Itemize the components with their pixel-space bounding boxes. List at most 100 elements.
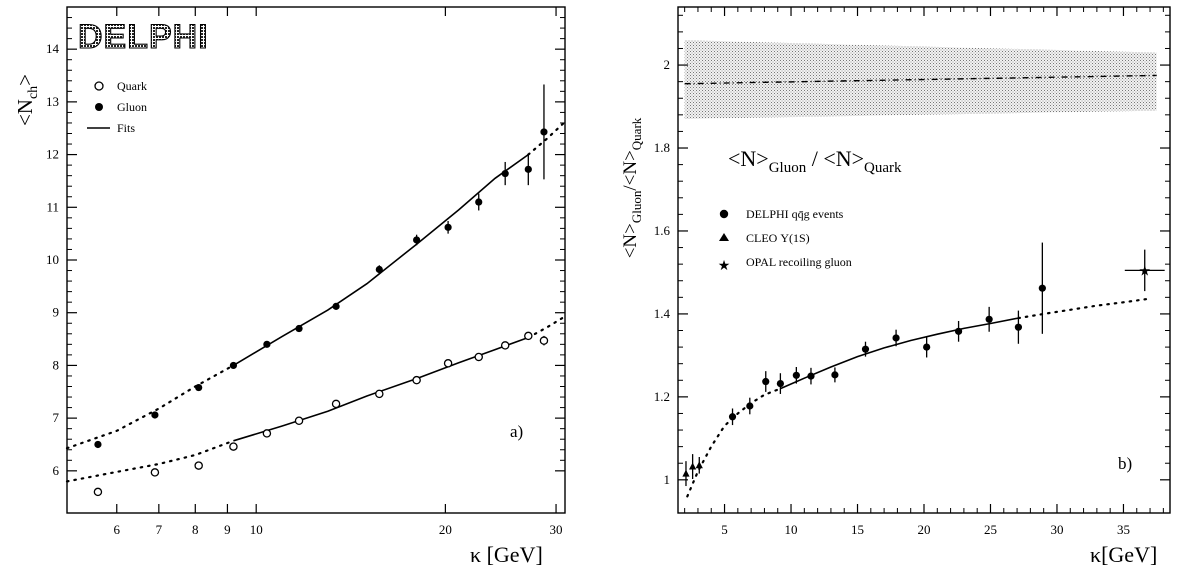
- panel-a-point-filled: [263, 340, 271, 348]
- panel-b-point-filled: [954, 327, 963, 335]
- panel-b-x-tick-label: 5: [721, 522, 728, 537]
- panel-b-point-filled: [831, 371, 839, 379]
- panel-a-point-filled: [475, 198, 483, 206]
- panel-a-point-filled: [295, 324, 303, 333]
- panel-a-x-tick-label: 10: [250, 522, 263, 537]
- panel-b-point-filled: [728, 413, 737, 421]
- panel-a-point-open: [93, 487, 103, 497]
- panel-b-x-axis-label: κ[GeV]: [1090, 542, 1157, 567]
- panel-b-band-center-line: [684, 74, 1157, 85]
- legend-cleo-label: CLEO Υ(1S): [746, 231, 810, 245]
- panel-a-y-tick-label: 10: [46, 252, 59, 267]
- panel-b-y-tick-label: 1.8: [654, 140, 670, 155]
- panel-a-point-open: [294, 416, 304, 426]
- panel-a-x-tick-label: 20: [439, 522, 452, 537]
- panel-b-point-triangle: [682, 469, 690, 477]
- legend-delphi-marker: [719, 209, 729, 219]
- panel-b-point-triangle: [695, 461, 703, 469]
- legend-cleo-marker: [719, 233, 729, 241]
- panel-a-fit-dotted-line: [527, 315, 567, 339]
- panel-a-point-open: [375, 389, 384, 399]
- legend-fits-label: Fits: [117, 121, 135, 135]
- panel-a-y-tick-label: 14: [46, 41, 60, 56]
- panel-b-point-triangle: [689, 462, 697, 470]
- panel-b-y-tick-label: 1.2: [654, 389, 670, 404]
- panel-a-point-open: [262, 429, 272, 438]
- legend-quark-label: Quark: [117, 79, 147, 93]
- panel-a-x-tick-label: 6: [114, 522, 121, 537]
- panel-b-fit-dotted-line: [1017, 297, 1152, 320]
- panel-a-x-axis-label: κ [GeV]: [470, 542, 543, 567]
- panel-b-point-star: ★: [1138, 264, 1151, 279]
- panel-a-fit-dotted-line: [65, 364, 235, 450]
- legend-quark-marker: [94, 81, 104, 91]
- panel-b-x-tick-label: 30: [1050, 522, 1063, 537]
- panel-b-point-filled: [746, 402, 754, 410]
- panel-a-chart: 6 7 8 9 10 20 30 6 7 8 9 10 11 12 13 14 DELPHI Quark Gl…: [13, 6, 567, 567]
- panel-a-fit-solid-line: [232, 153, 529, 367]
- panel-b-x-tick-label: 15: [851, 522, 864, 537]
- panel-a-point-open: [500, 341, 510, 350]
- panel-b-x-tick-label: 25: [984, 522, 997, 537]
- panel-a-point-filled: [332, 302, 340, 310]
- panel-b-fit-dotted-line: [686, 387, 782, 498]
- panel-a-y-tick-label: 8: [53, 357, 60, 372]
- panel-b-fit-solid-line: [780, 317, 1019, 390]
- panel-a-y-tick-label: 12: [46, 147, 59, 162]
- panel-b-point-filled: [1038, 284, 1046, 292]
- panel-b-point-filled: [1014, 323, 1023, 331]
- panel-a-y-tick-label: 11: [46, 199, 59, 214]
- panel-b-point-filled: [923, 343, 931, 351]
- panel-a-y-tick-label: 9: [53, 305, 60, 320]
- legend-delphi-label: DELPHI qq̄g events: [746, 207, 844, 221]
- panel-b-chart: 5 10 15 20 25 30 35 1 1.2 1.4 1.6 1.8 2 ★ <N>Gluon /…: [620, 6, 1171, 567]
- panel-b-label: b): [1118, 454, 1132, 473]
- panel-a-point-open: [539, 336, 549, 345]
- panel-a-point-filled: [229, 361, 238, 370]
- panel-a-point-open: [194, 461, 203, 470]
- panel-a-point-filled: [444, 223, 452, 231]
- panel-a-x-tick-label: 8: [192, 522, 199, 537]
- panel-a-point-filled: [413, 236, 421, 244]
- panel-a-x-tick-label: 30: [550, 522, 563, 537]
- panel-b-point-filled: [807, 372, 815, 380]
- panel-a-point-open: [412, 375, 421, 385]
- panel-b-point-filled: [985, 315, 993, 323]
- panel-a-point-open: [443, 359, 453, 368]
- panel-a-point-open: [150, 468, 160, 477]
- panel-a-x-tick-label: 7: [156, 522, 163, 537]
- legend-gluon-marker: [95, 103, 103, 111]
- panel-a-fit-dotted-line: [65, 439, 235, 483]
- panel-a-point-open: [331, 399, 341, 409]
- panel-b-point-filled: [892, 334, 900, 342]
- panel-a-y-tick-label: 6: [53, 463, 60, 478]
- legend-opal-label: OPAL recoiling gluon: [746, 255, 852, 269]
- panel-b-y-tick-label: 2: [664, 57, 671, 72]
- panel-b-y-tick-label: 1.6: [654, 223, 671, 238]
- panel-a-x-tick-label: 9: [224, 522, 231, 537]
- panel-b-legend: DELPHI qq̄g events CLEO Υ(1S) ★ OPAL rec…: [718, 207, 852, 274]
- ratio-annotation: <N>Gluon / <N>Quark: [728, 146, 902, 176]
- panel-b-point-filled: [861, 345, 870, 353]
- panel-b-y-axis-label: <N>Gluon/<N>Quark: [620, 117, 644, 258]
- panel-a-y-axis-label: <Nch>: [13, 74, 41, 126]
- panel-a-point-filled: [501, 169, 509, 178]
- panel-a-point-open: [474, 352, 483, 362]
- panel-a-point-filled: [524, 165, 532, 173]
- panel-b-x-tick-label: 20: [918, 522, 931, 537]
- panel-a-y-tick-label: 7: [53, 410, 60, 425]
- panel-a-point-filled: [375, 265, 383, 274]
- panel-a-fit-dotted-line: [527, 120, 567, 156]
- delphi-logo: DELPHI: [78, 18, 209, 56]
- panel-b-y-tick-label: 1.4: [654, 306, 671, 321]
- panel-a-point-open: [524, 331, 533, 341]
- panel-a-point-filled: [540, 128, 548, 136]
- legend-gluon-label: Gluon: [117, 100, 147, 114]
- panel-b-point-filled: [762, 377, 770, 386]
- panel-a-legend: Quark Gluon Fits: [87, 79, 147, 135]
- panel-a-label: a): [510, 422, 523, 441]
- panel-b-point-filled: [792, 371, 800, 379]
- legend-opal-marker: ★: [718, 259, 731, 274]
- panel-a-point-filled: [151, 411, 159, 419]
